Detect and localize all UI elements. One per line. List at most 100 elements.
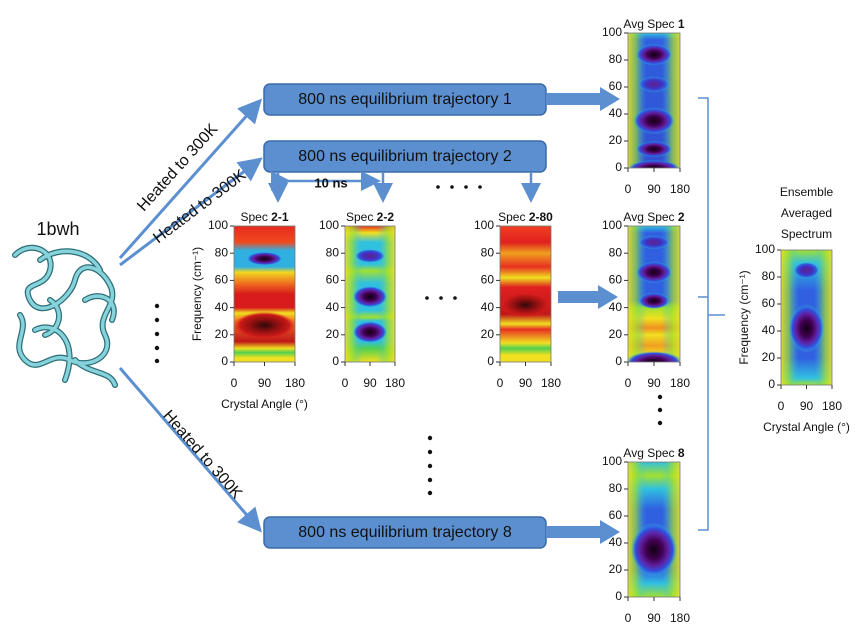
x-axis-label: Crystal Angle (°) [763, 420, 850, 434]
y-tick-label: 60 [609, 79, 623, 93]
x-tick-label: 90 [647, 611, 661, 625]
heatmap [500, 226, 551, 362]
heating-arrow [118, 367, 262, 533]
x-tick-label: 0 [497, 376, 504, 390]
heatmap-feature [793, 262, 820, 279]
y-tick-label: 0 [332, 354, 339, 368]
y-tick-label: 40 [215, 300, 229, 314]
x-tick-label: 90 [363, 376, 377, 390]
heatmap-feature [635, 141, 673, 158]
panel-title: Ensemble [780, 185, 834, 199]
arrow [546, 520, 620, 544]
x-tick-label: 180 [541, 376, 561, 390]
y-tick-label: 0 [615, 160, 622, 174]
heatmap-feature [628, 159, 680, 168]
heatmap-feature [633, 107, 675, 135]
x-tick-label: 0 [231, 376, 238, 390]
y-tick-label: 60 [326, 273, 340, 287]
arrow [558, 285, 618, 309]
arrow [546, 87, 620, 111]
y-tick-label: 0 [615, 589, 622, 603]
heatmap-feature [628, 351, 680, 362]
panel-title-number: 2-1 [271, 210, 289, 224]
y-tick-label: 40 [762, 323, 776, 337]
heatmap-feature [352, 321, 388, 343]
x-tick-label: 180 [385, 376, 405, 390]
x-tick-label: 0 [342, 376, 349, 390]
y-tick-label: 40 [326, 300, 340, 314]
panel-title-text: Avg Spec [623, 17, 674, 31]
heatmap-feature [246, 251, 283, 266]
x-tick-label: 90 [647, 182, 661, 196]
heatmap-feature [638, 292, 670, 309]
x-tick-label: 0 [625, 376, 632, 390]
ellipsis [154, 303, 160, 364]
y-tick-label: 20 [326, 327, 340, 341]
ellipsis [427, 435, 433, 496]
panel-title: Avg Spec 8 [623, 446, 685, 460]
heatmap [234, 226, 295, 362]
heatmap-feature [234, 311, 295, 339]
x-tick-label: 90 [519, 376, 533, 390]
x-tick-label: 90 [258, 376, 272, 390]
spectrum-panel: 0 20 40 60 80 100 0 90 180 Avg Spec 8 [602, 446, 690, 625]
y-tick-label: 60 [481, 273, 495, 287]
trajectory-box [263, 140, 547, 173]
y-tick-label: 80 [609, 52, 623, 66]
heatmap [628, 462, 680, 597]
x-tick-label: 180 [670, 376, 690, 390]
y-tick-label: 0 [768, 377, 775, 391]
panel-title-text: Spec [346, 210, 373, 224]
y-tick-label: 80 [326, 245, 340, 259]
y-tick-label: 80 [609, 245, 623, 259]
y-tick-label: 20 [609, 562, 623, 576]
panel-title-text: Spec [240, 210, 267, 224]
y-tick-label: 40 [481, 300, 495, 314]
y-axis-label: Frequency (cm⁻¹) [737, 270, 751, 364]
panel-title: Spec 2-2 [346, 210, 394, 224]
heatmap-feature [635, 261, 673, 284]
x-tick-label: 90 [800, 399, 814, 413]
panel-title-text: Avg Spec [623, 446, 674, 460]
panel-title: Averaged [781, 206, 832, 220]
heatmap [628, 33, 680, 168]
y-axis-label: Frequency (cm⁻¹) [190, 247, 204, 341]
y-tick-label: 100 [208, 218, 228, 232]
spectrum-panel: 0 20 40 60 80 100 0 90 180 Spec 2-1 Frequency (cm⁻… [190, 210, 308, 411]
panel-title-number: 8 [678, 446, 685, 460]
panel-title: Spectrum [781, 227, 832, 241]
heatmap-feature [638, 235, 670, 250]
panel-title-number: 2-2 [377, 210, 395, 224]
ellipsis [425, 296, 457, 300]
x-tick-label: 90 [647, 376, 661, 390]
y-tick-label: 60 [609, 273, 623, 287]
y-tick-label: 40 [609, 106, 623, 120]
panel-title-number: 1 [678, 17, 685, 31]
y-tick-label: 20 [215, 327, 229, 341]
heatmap [628, 226, 680, 362]
heatmap-feature [788, 304, 825, 353]
y-tick-label: 20 [762, 350, 776, 364]
heatmap-feature [352, 285, 388, 308]
heatmap-feature [630, 522, 678, 577]
bracket [698, 97, 725, 531]
y-tick-label: 100 [602, 454, 622, 468]
y-tick-label: 80 [609, 481, 623, 495]
y-tick-label: 60 [762, 296, 776, 310]
spectrum-panel: 0 20 40 60 80 100 0 90 180 Spec 2-80 [474, 210, 561, 390]
spectrum-panel: 0 20 40 60 80 100 0 90 180 Spec 2-2 [319, 210, 405, 390]
y-tick-label: 20 [609, 327, 623, 341]
heatmap [345, 226, 395, 362]
y-tick-label: 60 [609, 508, 623, 522]
x-tick-label: 180 [285, 376, 305, 390]
panel-title-number: 2-80 [529, 210, 553, 224]
x-tick-label: 0 [625, 182, 632, 196]
x-tick-label: 0 [625, 611, 632, 625]
heating-label: Heated to 300K [159, 407, 245, 502]
y-tick-label: 80 [215, 245, 229, 259]
y-tick-label: 100 [474, 218, 494, 232]
y-tick-label: 0 [221, 354, 228, 368]
panel-title-number: 2 [678, 210, 685, 224]
